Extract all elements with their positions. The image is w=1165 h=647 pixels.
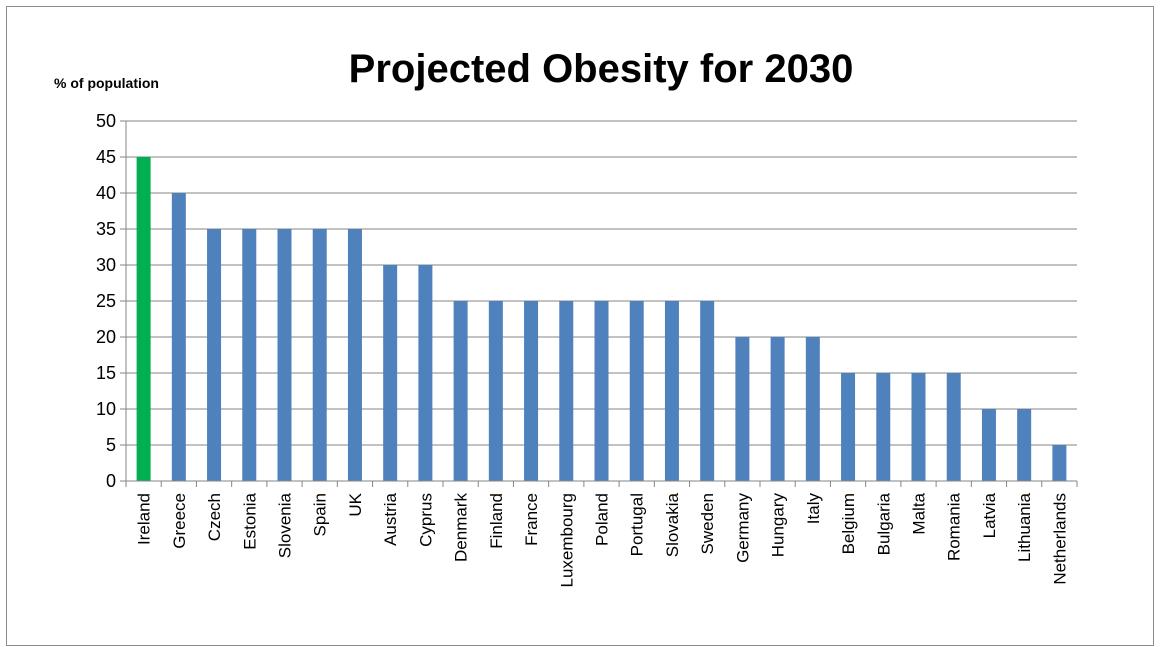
y-axis-label: % of population [54,75,159,91]
bar-ireland [136,157,151,481]
y-tick-label: 40 [96,183,116,203]
bar-slovenia [277,229,292,481]
y-tick-label: 5 [106,435,116,455]
bar-austria [383,265,398,481]
bar-france [524,301,539,481]
x-tick-label-cyprus: Cyprus [416,493,435,547]
x-tick-label-sweden: Sweden [698,493,717,554]
bar-sweden [700,301,715,481]
x-tick-label-bulgaria: Bulgaria [874,492,893,555]
bar-luxembourg [559,301,574,481]
y-tick-label: 35 [96,219,116,239]
bar-portugal [629,301,644,481]
x-tick-label-estonia: Estonia [240,492,259,549]
y-tick-label: 15 [96,363,116,383]
x-tick-label-spain: Spain [311,493,330,536]
bar-netherlands [1052,445,1067,481]
bar-bulgaria [876,373,891,481]
x-tick-label-uk: UK [346,492,365,516]
x-tick-label-slovenia: Slovenia [276,492,295,558]
axes [120,120,1078,487]
chart-title: Projected Obesity for 2030 [349,47,854,91]
x-tick-label-austria: Austria [381,492,400,545]
x-tick-label-slovakia: Slovakia [663,492,682,557]
bar-cyprus [418,265,433,481]
x-tick-label-greece: Greece [170,493,189,549]
x-tick-labels: Ireland Greece Czech Estonia Slovenia Spain UK… [135,492,1070,587]
y-tick-label: 30 [96,255,116,275]
x-tick-label-lithuania: Lithuania [1015,492,1034,562]
bar-estonia [242,229,257,481]
bar-poland [594,301,609,481]
bar-germany [735,337,750,481]
bar-chart: Projected Obesity for 2030 % of populati… [54,47,1078,588]
bar-czech [207,229,222,481]
x-tick-label-italy: Italy [804,493,823,525]
bar-hungary [770,337,785,481]
bar-slovakia [664,301,679,481]
x-tick-label-germany: Germany [733,493,752,563]
x-tick-label-romania: Romania [945,492,964,561]
y-tick-label: 20 [96,327,116,347]
x-tick-label-denmark: Denmark [452,493,471,562]
x-tick-label-hungary: Hungary [769,493,788,558]
y-tick-label: 25 [96,291,116,311]
bar-spain [312,229,327,481]
bar-latvia [981,409,996,481]
bar-greece [171,193,186,481]
y-tick-label: 10 [96,399,116,419]
chart-container: Projected Obesity for 2030 % of populati… [6,6,1154,646]
x-tick-label-belgium: Belgium [839,493,858,554]
bar-denmark [453,301,468,481]
x-tick-label-poland: Poland [593,493,612,546]
x-tick-label-portugal: Portugal [628,493,647,556]
bars [136,157,1067,481]
y-tick-label: 0 [106,471,116,491]
bar-lithuania [1017,409,1032,481]
x-tick-label-latvia: Latvia [980,492,999,538]
x-tick-label-malta: Malta [910,492,929,534]
bar-finland [488,301,503,481]
x-tick-label-czech: Czech [205,493,224,541]
bar-belgium [841,373,856,481]
bar-romania [946,373,961,481]
x-tick-label-ireland: Ireland [135,493,154,545]
x-tick-label-finland: Finland [487,493,506,549]
y-tick-label: 50 [96,111,116,131]
x-tick-label-netherlands: Netherlands [1050,493,1069,585]
x-tick-label-luxembourg: Luxembourg [557,493,576,588]
y-tick-label: 45 [96,147,116,167]
y-tick-labels: 0 5 10 15 20 25 30 35 40 45 50 [96,111,116,491]
bar-malta [911,373,926,481]
bar-italy [805,337,820,481]
bar-uk [347,229,362,481]
x-tick-label-france: France [522,493,541,546]
